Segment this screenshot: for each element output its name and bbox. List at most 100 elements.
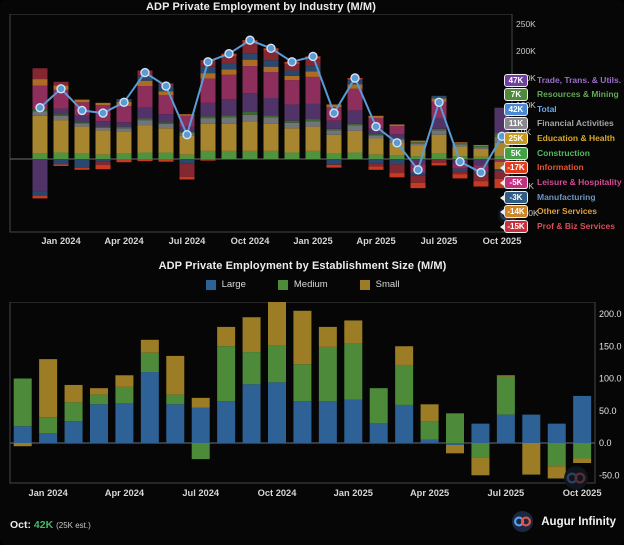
industry-bar-segment[interactable] [116, 128, 132, 132]
size-bar-segment[interactable] [191, 443, 210, 460]
industry-bar-segment[interactable] [431, 130, 447, 135]
size-bar-segment[interactable] [115, 386, 134, 404]
size-bar-segment[interactable] [446, 413, 465, 443]
industry-bar-segment[interactable] [263, 115, 279, 118]
total-line-marker[interactable] [203, 57, 213, 67]
industry-bar-segment[interactable] [53, 164, 69, 167]
industry-bar-segment[interactable] [95, 127, 111, 131]
industry-bar-segment[interactable] [32, 191, 48, 196]
industry-bar-segment[interactable] [116, 106, 132, 123]
industry-bar-segment[interactable] [179, 159, 195, 164]
industry-bar-segment[interactable] [410, 159, 426, 165]
industry-bar-segment[interactable] [95, 161, 111, 165]
industry-bar-segment[interactable] [158, 95, 174, 115]
industry-bar-segment[interactable] [242, 114, 258, 122]
industry-bar-segment[interactable] [452, 174, 468, 179]
size-bar-segment[interactable] [318, 326, 337, 347]
industry-bar-segment[interactable] [473, 159, 489, 166]
industry-bar-segment[interactable] [200, 66, 216, 74]
industry-bar-segment[interactable] [410, 175, 426, 183]
industry-bar-segment[interactable] [452, 168, 468, 172]
size-bar-segment[interactable] [344, 343, 363, 400]
total-line-marker[interactable] [266, 43, 276, 53]
size-bar-segment[interactable] [446, 444, 465, 454]
industry-bar-segment[interactable] [74, 167, 90, 170]
industry-bar-segment[interactable] [200, 102, 216, 117]
size-bar-segment[interactable] [39, 417, 58, 434]
industry-bar-segment[interactable] [53, 115, 69, 121]
industry-bar-segment[interactable] [389, 164, 405, 174]
size-bar-segment[interactable] [344, 320, 363, 344]
industry-bar-segment[interactable] [221, 117, 237, 124]
industry-bar-segment[interactable] [410, 143, 426, 146]
industry-bar-segment[interactable] [305, 150, 321, 159]
industry-bar-segment[interactable] [410, 140, 426, 143]
total-line-marker[interactable] [413, 165, 423, 175]
callout-badge-construction[interactable]: 5K [504, 146, 528, 160]
industry-bar-segment[interactable] [368, 159, 384, 164]
industry-bar-segment[interactable] [221, 115, 237, 118]
size-bar-segment[interactable] [140, 352, 159, 373]
industry-bar-segment[interactable] [431, 134, 447, 154]
industry-bar-segment[interactable] [347, 110, 363, 124]
industry-bar-segment[interactable] [200, 150, 216, 159]
total-line-marker[interactable] [329, 108, 339, 118]
industry-bar-segment[interactable] [494, 159, 510, 162]
size-bar-segment[interactable] [242, 317, 261, 353]
industry-bar-segment[interactable] [368, 163, 384, 167]
size-bar-segment[interactable] [522, 414, 541, 443]
industry-bar-segment[interactable] [179, 163, 195, 177]
total-line-marker[interactable] [434, 97, 444, 108]
size-bar-segment[interactable] [13, 378, 32, 427]
industry-bar-segment[interactable] [221, 63, 237, 70]
industry-bar-segment[interactable] [305, 58, 321, 67]
size-bar-segment[interactable] [496, 376, 515, 415]
size-bar-segment[interactable] [395, 404, 414, 443]
industry-bar-segment[interactable] [284, 80, 300, 105]
industry-bar-segment[interactable] [158, 123, 174, 129]
industry-bar-segment[interactable] [284, 63, 300, 71]
industry-bar-segment[interactable] [74, 126, 90, 154]
industry-bar-segment[interactable] [137, 86, 153, 108]
industry-bar-segment[interactable] [95, 121, 111, 127]
industry-bar-segment[interactable] [200, 123, 216, 151]
size-bar-segment[interactable] [166, 404, 185, 443]
industry-bar-segment[interactable] [32, 79, 48, 86]
industry-bar-segment[interactable] [95, 159, 111, 162]
industry-bar-segment[interactable] [368, 154, 384, 159]
industry-bar-segment[interactable] [473, 156, 489, 159]
size-bar-segment[interactable] [13, 426, 32, 443]
industry-bar-segment[interactable] [410, 145, 426, 157]
industry-bar-segment[interactable] [473, 174, 489, 182]
industry-bar-segment[interactable] [368, 128, 384, 135]
size-bar-segment[interactable] [547, 423, 566, 443]
size-bar-segment[interactable] [64, 421, 83, 443]
industry-bar-segment[interactable] [242, 150, 258, 159]
industry-bar-segment[interactable] [305, 119, 321, 122]
industry-bar-segment[interactable] [389, 155, 405, 159]
total-line-marker[interactable] [98, 108, 108, 118]
industry-bar-segment[interactable] [179, 126, 195, 132]
industry-bar-segment[interactable] [242, 121, 258, 151]
size-bar-segment[interactable] [217, 346, 236, 402]
callout-badge-leisure-hospitality[interactable]: -5K [500, 176, 528, 190]
industry-bar-segment[interactable] [200, 159, 216, 161]
industry-bar-segment[interactable] [158, 122, 174, 124]
industry-bar-segment[interactable] [431, 162, 447, 166]
industry-bar-segment[interactable] [263, 123, 279, 151]
industry-bar-segment[interactable] [116, 159, 132, 163]
total-line-marker[interactable] [455, 156, 465, 167]
size-bar-segment[interactable] [420, 404, 439, 422]
industry-bar-segment[interactable] [368, 166, 384, 170]
size-bar-segment[interactable] [268, 302, 286, 346]
total-line-marker[interactable] [119, 97, 129, 108]
callout-badge-financial-activities[interactable]: 11K [504, 117, 528, 131]
industry-bar-segment[interactable] [32, 159, 48, 192]
industry-bar-segment[interactable] [473, 148, 489, 157]
size-bar-segment[interactable] [344, 399, 363, 443]
industry-bar-segment[interactable] [221, 69, 237, 75]
size-bar-segment[interactable] [166, 394, 185, 405]
size-bar-segment[interactable] [573, 395, 592, 443]
size-bar-segment[interactable] [471, 423, 490, 443]
size-bar-segment[interactable] [64, 384, 83, 403]
